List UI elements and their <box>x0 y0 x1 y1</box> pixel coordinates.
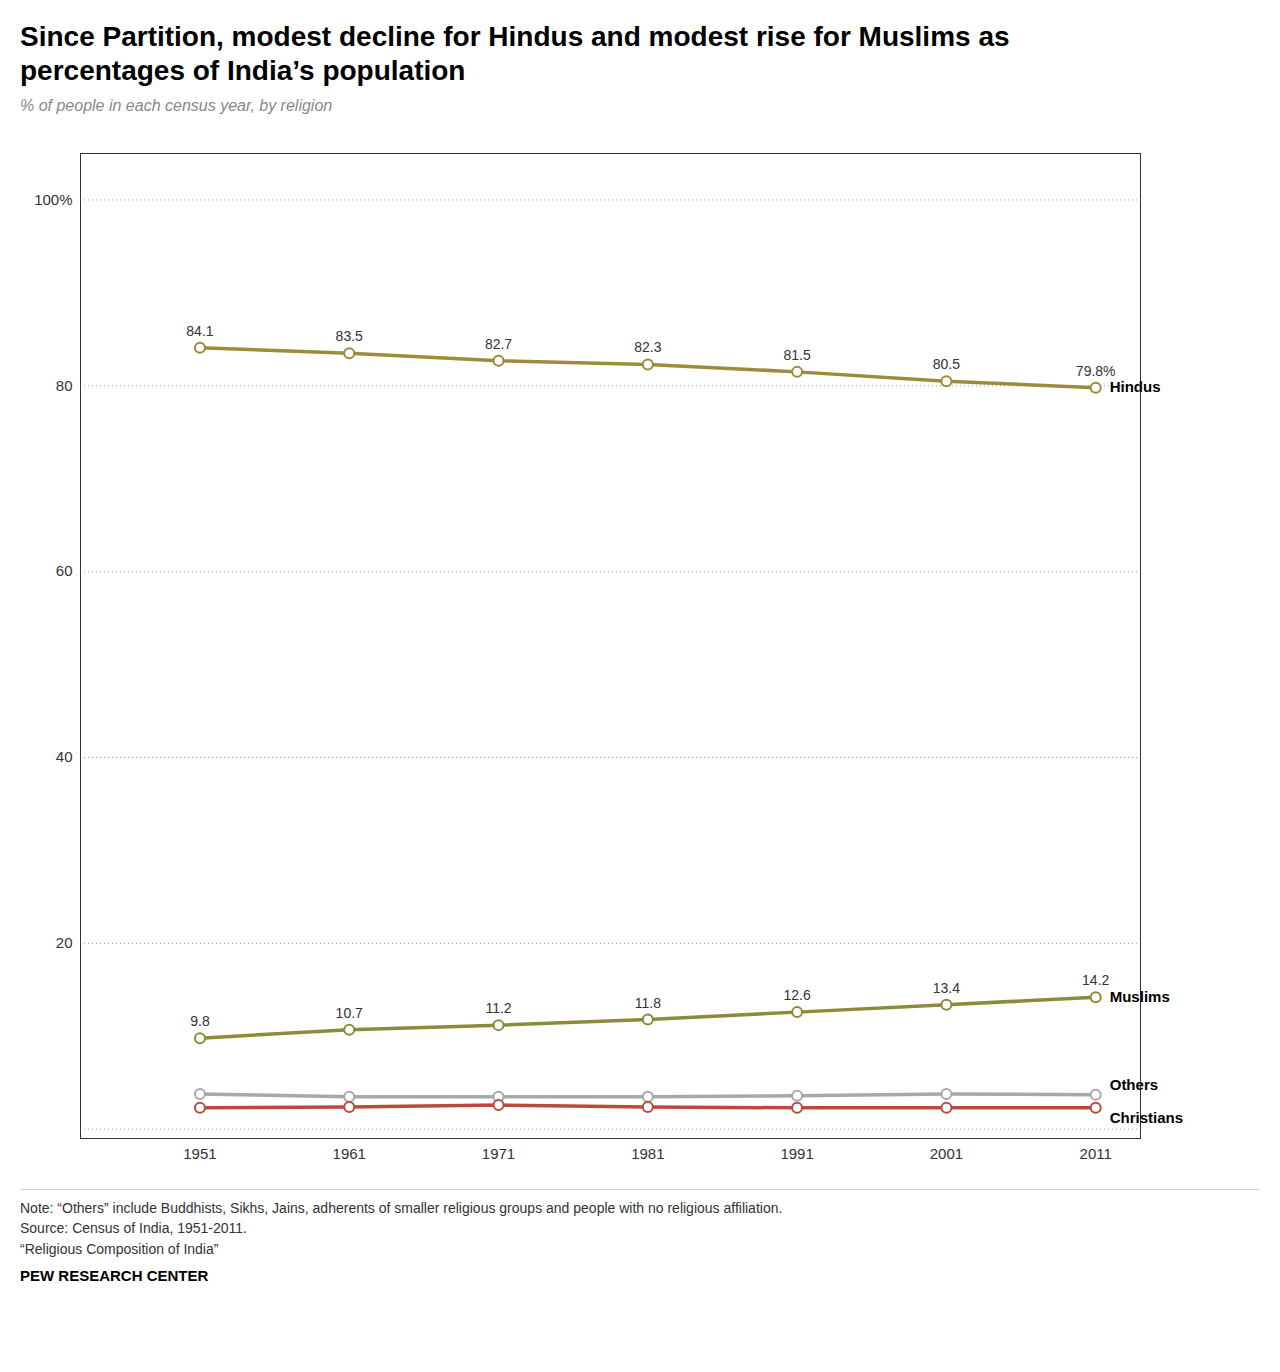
svg-text:13.4: 13.4 <box>933 980 960 996</box>
svg-text:2001: 2001 <box>930 1145 963 1162</box>
svg-text:82.3: 82.3 <box>634 340 661 356</box>
svg-text:1981: 1981 <box>631 1145 664 1162</box>
svg-text:Muslims: Muslims <box>1110 988 1170 1005</box>
svg-text:9.8: 9.8 <box>190 1013 210 1029</box>
html-text:“Religious Composition of Indi: “Religious Composition of India” <box>20 1240 219 1257</box>
svg-text:10.7: 10.7 <box>336 1005 363 1021</box>
svg-text:1971: 1971 <box>482 1145 515 1162</box>
svg-text:60: 60 <box>56 563 73 580</box>
svg-text:20: 20 <box>56 934 73 951</box>
html-text:Source: Census of India, 1951-: Source: Census of India, 1951-2011. <box>20 1220 247 1237</box>
svg-text:Hindus: Hindus <box>1110 379 1161 396</box>
html-text:% of people in each census yea: % of people in each census year, by reli… <box>20 97 333 115</box>
svg-text:11.2: 11.2 <box>485 1000 511 1016</box>
svg-text:80.5: 80.5 <box>933 356 960 372</box>
svg-text:79.8%: 79.8% <box>1076 363 1116 379</box>
svg-text:14.2: 14.2 <box>1082 972 1109 988</box>
svg-text:Christians: Christians <box>1110 1109 1183 1126</box>
html-text:Note: “Others” include Buddhis: Note: “Others” include Buddhists, Sikhs,… <box>20 1200 783 1217</box>
html-text:PEW RESEARCH CENTER: PEW RESEARCH CENTER <box>20 1267 209 1285</box>
svg-text:1991: 1991 <box>780 1145 813 1162</box>
svg-text:40: 40 <box>56 748 73 765</box>
svg-text:1961: 1961 <box>333 1145 366 1162</box>
svg-text:84.1: 84.1 <box>186 323 213 339</box>
svg-text:83.5: 83.5 <box>336 328 363 344</box>
svg-text:2011: 2011 <box>1080 1145 1112 1162</box>
html-text:Since Partition, modest declin: Since Partition, modest decline for Hind… <box>20 21 1010 86</box>
svg-text:12.6: 12.6 <box>783 987 810 1003</box>
svg-text:82.7: 82.7 <box>485 336 512 352</box>
svg-text:Others: Others <box>1110 1076 1158 1093</box>
svg-text:11.8: 11.8 <box>635 995 661 1011</box>
svg-text:1951: 1951 <box>183 1145 216 1162</box>
svg-text:81.5: 81.5 <box>783 347 810 363</box>
svg-text:80: 80 <box>56 377 73 394</box>
svg-text:100%: 100% <box>34 191 72 208</box>
